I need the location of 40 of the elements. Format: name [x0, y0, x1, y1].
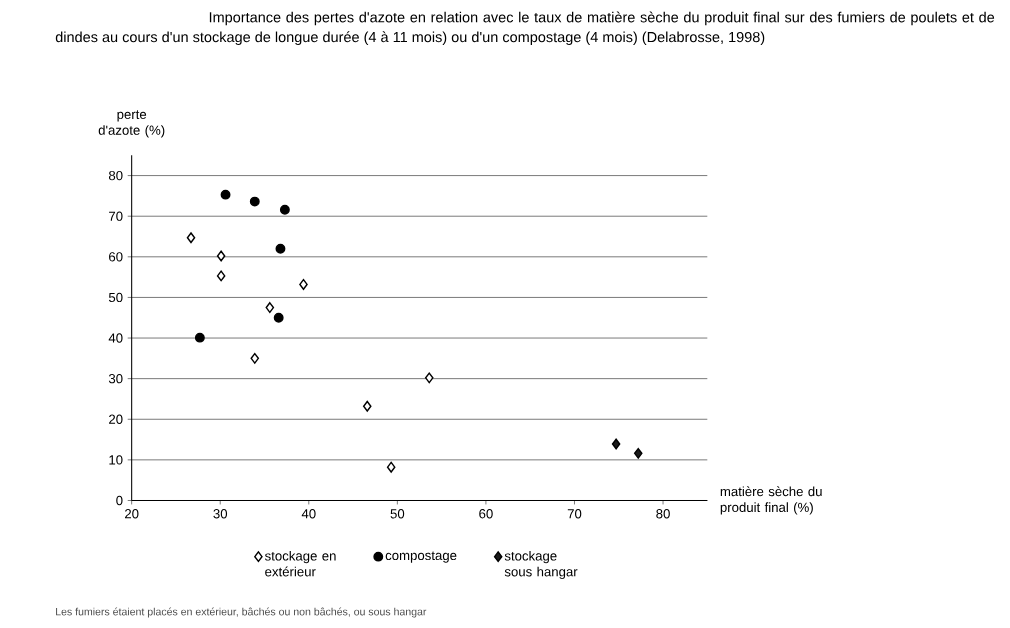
- y-tick-label: 50: [108, 292, 123, 303]
- y-tick-label: 10: [109, 455, 123, 465]
- x-tick-label: 80: [656, 509, 670, 519]
- x-tick-label: 50: [390, 509, 405, 519]
- x-tick-label: 30: [213, 509, 228, 519]
- y-tick-label: 60: [109, 252, 123, 262]
- x-tick-label: 40: [301, 509, 316, 519]
- legend-label: stockage en extérieur: [264, 550, 336, 577]
- y-tick-label: 40: [108, 333, 123, 343]
- point: [633, 447, 643, 459]
- y-tick-label: 80: [108, 170, 123, 181]
- y-tick-label: 30: [108, 373, 123, 384]
- point: [220, 189, 231, 200]
- point: [194, 332, 205, 343]
- text: Les fumiers étaient placés en extérieur, bâchés ou non bâchés, ou sous hangar: [56, 607, 427, 618]
- point: [186, 232, 196, 244]
- legend-label: compostage: [385, 551, 457, 563]
- x-tick-label: 20: [125, 509, 139, 519]
- point: [275, 243, 286, 254]
- point: [216, 250, 226, 262]
- point: [250, 352, 260, 364]
- point: [424, 372, 434, 384]
- point: [265, 302, 275, 314]
- point: [273, 312, 284, 323]
- x-tick-label: 60: [479, 509, 493, 519]
- point: [611, 438, 621, 450]
- chart-title: Importance des pertes d'azote en relation avec le taux de matière sèche du produit final sur des fumiers de poulets et de dindes au cours d'un stockage de longue durée (4 à 11 mois) ou d'un compostage (4 mois) (Delabrosse, 1998): [55, 11, 995, 46]
- point: [279, 204, 290, 215]
- y-tick-label: 20: [109, 414, 123, 424]
- y-axis-title: perte d'azote (%): [98, 110, 165, 138]
- point: [216, 270, 226, 282]
- point: [362, 400, 372, 412]
- legend-label: stockage sous hangar: [504, 550, 578, 579]
- x-axis-title: matière sèche du produit final (%): [720, 486, 822, 515]
- point: [299, 278, 308, 290]
- x-tick-label: 70: [567, 509, 582, 519]
- point: [386, 461, 396, 473]
- y-tick-label: 0: [116, 495, 123, 506]
- point: [249, 196, 260, 207]
- y-tick-label: 70: [109, 211, 123, 221]
